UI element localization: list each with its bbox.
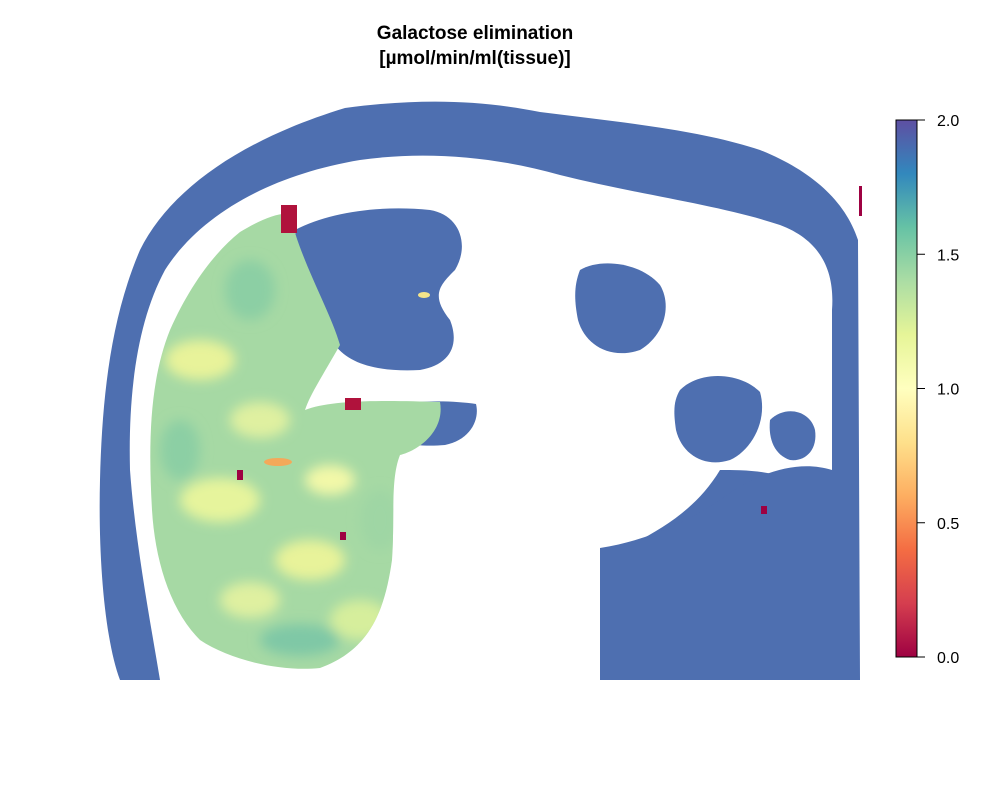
organ-blob-3	[769, 411, 816, 461]
hot-spot	[345, 398, 361, 410]
chart-subtitle: [µmol/min/ml(tissue)]	[379, 48, 571, 69]
hot-spot	[340, 532, 346, 540]
colorbar-tick-label: 1.0	[937, 382, 959, 399]
colorbar-tick-label: 2.0	[937, 113, 959, 130]
warm-spot	[418, 292, 430, 298]
organ-blob-2	[674, 375, 763, 463]
hot-spot	[237, 470, 243, 480]
organ-blob-1	[575, 263, 666, 354]
hot-spot	[761, 506, 767, 514]
left-lobe	[295, 208, 462, 371]
hot-spot	[859, 186, 862, 216]
colorbar-tick-label: 0.0	[937, 650, 959, 667]
hot-spots	[237, 186, 862, 540]
chart-title: Galactose elimination	[376, 23, 574, 44]
colorbar-tick-label: 1.5	[937, 247, 959, 264]
hot-spot	[281, 205, 297, 233]
colorbar: 0.0 0.5 1.0 1.5 2.0	[895, 113, 959, 667]
stomach-region	[600, 466, 832, 680]
warm-spot	[264, 458, 292, 466]
colorbar-tick-label: 0.5	[937, 516, 959, 533]
colorbar-gradient	[895, 119, 918, 658]
